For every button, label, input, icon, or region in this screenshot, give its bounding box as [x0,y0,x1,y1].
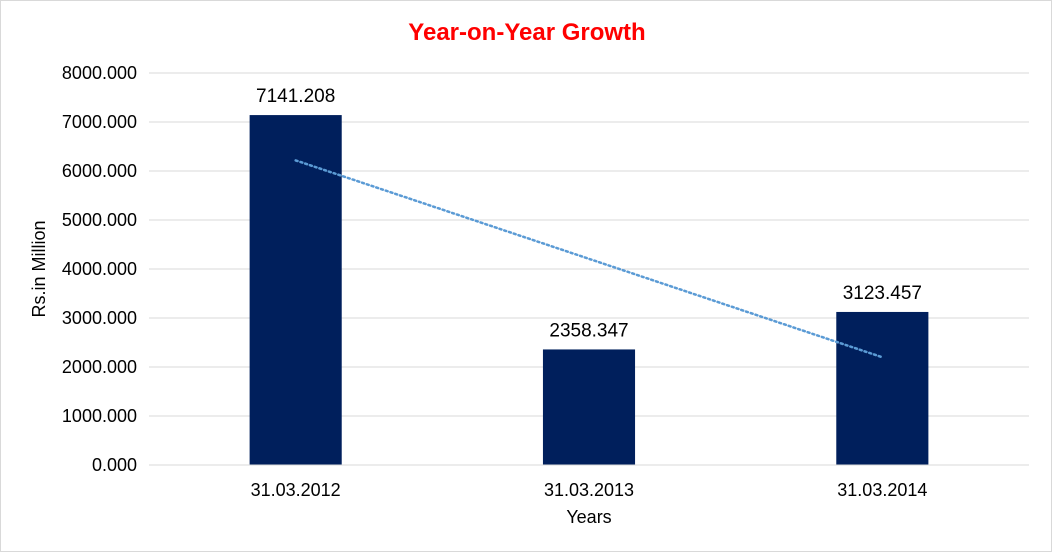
y-tick-label: 7000.000 [62,112,137,132]
bar-31.03.2012 [249,115,342,465]
y-tick-label: 0.000 [92,455,137,475]
y-tick-label: 5000.000 [62,210,137,230]
y-tick-label: 3000.000 [62,308,137,328]
y-tick-label: 4000.000 [62,259,137,279]
y-tick-label: 2000.000 [62,357,137,377]
bars [249,115,929,465]
y-tick-label: 8000.000 [62,63,137,83]
data-label: 2358.347 [549,320,628,341]
x-tick-label: 31.03.2012 [251,480,341,500]
data-label: 3123.457 [843,283,922,304]
x-tick-label: 31.03.2014 [837,480,927,500]
trendline-group [294,159,884,359]
y-tick-label: 1000.000 [62,406,137,426]
x-axis-title: Years [566,507,611,527]
data-label: 7141.208 [256,86,335,107]
bar-31.03.2013 [542,349,636,465]
trendline [294,159,884,359]
y-tick-label: 6000.000 [62,161,137,181]
chart-title: Year-on-Year Growth [408,19,645,46]
y-axis-ticks: 0.000 1000.000 2000.000 3000.000 4000.000 500… [62,63,137,475]
y-axis-title: Rs.in Million [29,220,49,317]
x-tick-label: 31.03.2013 [544,480,634,500]
x-axis-ticks: 31.03.2012 31.03.2013 31.03.2014 [251,480,928,500]
data-labels: 7141.208 2358.347 3123.457 [256,86,922,341]
bar-31.03.2014 [836,311,929,465]
